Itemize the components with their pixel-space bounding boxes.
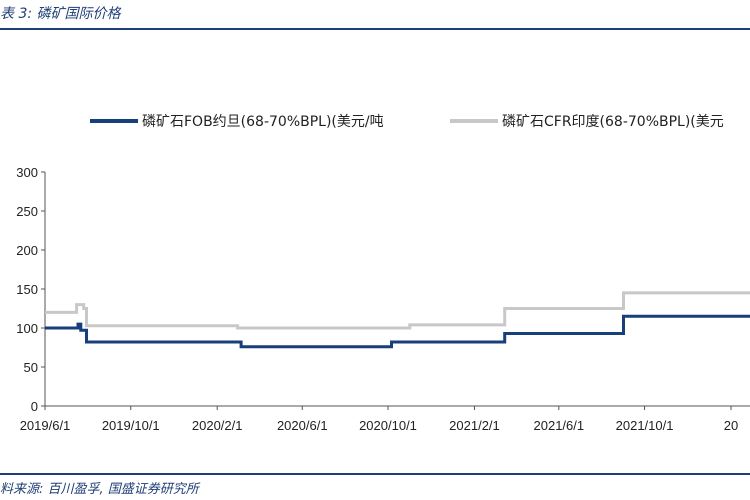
- y-tick-label: 0: [31, 399, 38, 414]
- source-divider: [0, 473, 750, 475]
- y-tick-label: 250: [16, 204, 38, 219]
- x-tick-label: 2019/6/1: [20, 418, 71, 433]
- legend-item-fob: 磷矿石FOB约旦(68-70%BPL)(美元/吨: [90, 111, 384, 131]
- title-divider: [0, 28, 750, 30]
- y-tick-label: 50: [24, 360, 38, 375]
- y-tick-label: 300: [16, 165, 38, 180]
- source-note: 料来源: 百川盈孚, 国盛证券研究所: [0, 482, 199, 497]
- x-tick-label: 2020/10/1: [359, 418, 417, 433]
- legend-item-cfr: 磷矿石CFR印度(68-70%BPL)(美元: [450, 111, 724, 131]
- y-tick-label: 150: [16, 282, 38, 297]
- x-tick-label: 2021/2/1: [449, 418, 500, 433]
- y-tick-label: 100: [16, 321, 38, 336]
- x-tick-label: 2021/6/1: [534, 418, 585, 433]
- legend-label-fob: 磷矿石FOB约旦(68-70%BPL)(美元/吨: [142, 114, 384, 130]
- table-title: 表 3: 磷矿国际价格: [0, 6, 121, 22]
- series-line-cfr: [45, 291, 750, 330]
- x-tick-label: 2020/2/1: [192, 418, 243, 433]
- x-tick-label: 20: [724, 418, 738, 433]
- series-line-fob: [45, 314, 750, 349]
- legend-label-cfr: 磷矿石CFR印度(68-70%BPL)(美元: [502, 114, 724, 130]
- price-line-chart: 0 50 100 150 200 250 300 2019/6/1 2019/10/1 2020/…: [16, 165, 750, 433]
- y-tick-label: 200: [16, 243, 38, 258]
- x-tick-label: 2020/6/1: [277, 418, 328, 433]
- x-tick-label: 2021/10/1: [616, 418, 674, 433]
- x-tick-label: 2019/10/1: [102, 418, 160, 433]
- legend-swatch-cfr: [450, 119, 498, 123]
- legend-swatch-fob: [90, 119, 138, 123]
